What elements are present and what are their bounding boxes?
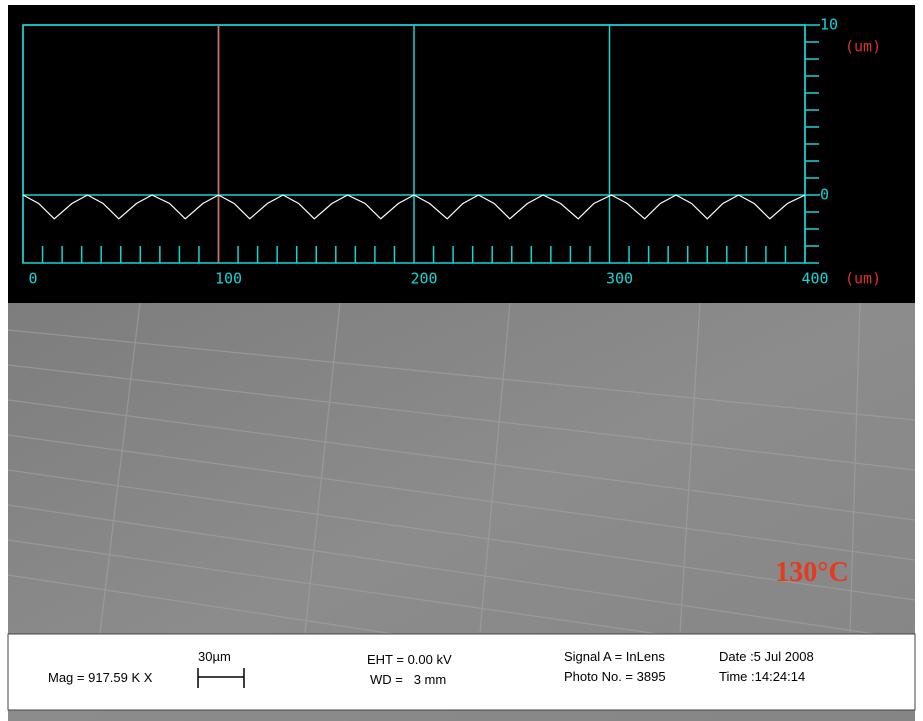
x-tick-label: 200 xyxy=(410,270,437,288)
x-tick-label: 100 xyxy=(215,270,242,288)
wd: WD = 3 mm xyxy=(370,672,446,687)
x-tick-label: 400 xyxy=(801,270,828,288)
x-tick-label: 300 xyxy=(606,270,633,288)
date: Date :5 Jul 2008 xyxy=(719,649,814,664)
info-bar xyxy=(7,633,916,711)
y-tick-label: 10 xyxy=(820,16,838,34)
profile-panel xyxy=(8,5,915,303)
eht: EHT = 0.00 kV xyxy=(367,652,452,667)
temperature-label: 130°C xyxy=(775,557,848,588)
y-unit: (um) xyxy=(845,38,881,56)
time: Time :14:24:14 xyxy=(719,669,805,684)
y-tick-label: 0 xyxy=(820,186,829,204)
scale-bar xyxy=(197,668,245,688)
mag: Mag = 917.59 K X xyxy=(48,670,153,685)
x-tick-label: 0 xyxy=(28,270,37,288)
profile-line xyxy=(22,194,806,220)
x-unit: (um) xyxy=(845,270,881,288)
photo-no: Photo No. = 3895 xyxy=(564,669,666,684)
sem-texture xyxy=(7,302,916,641)
signal: Signal A = InLens xyxy=(564,649,665,664)
scale-label: 30µm xyxy=(198,649,231,664)
